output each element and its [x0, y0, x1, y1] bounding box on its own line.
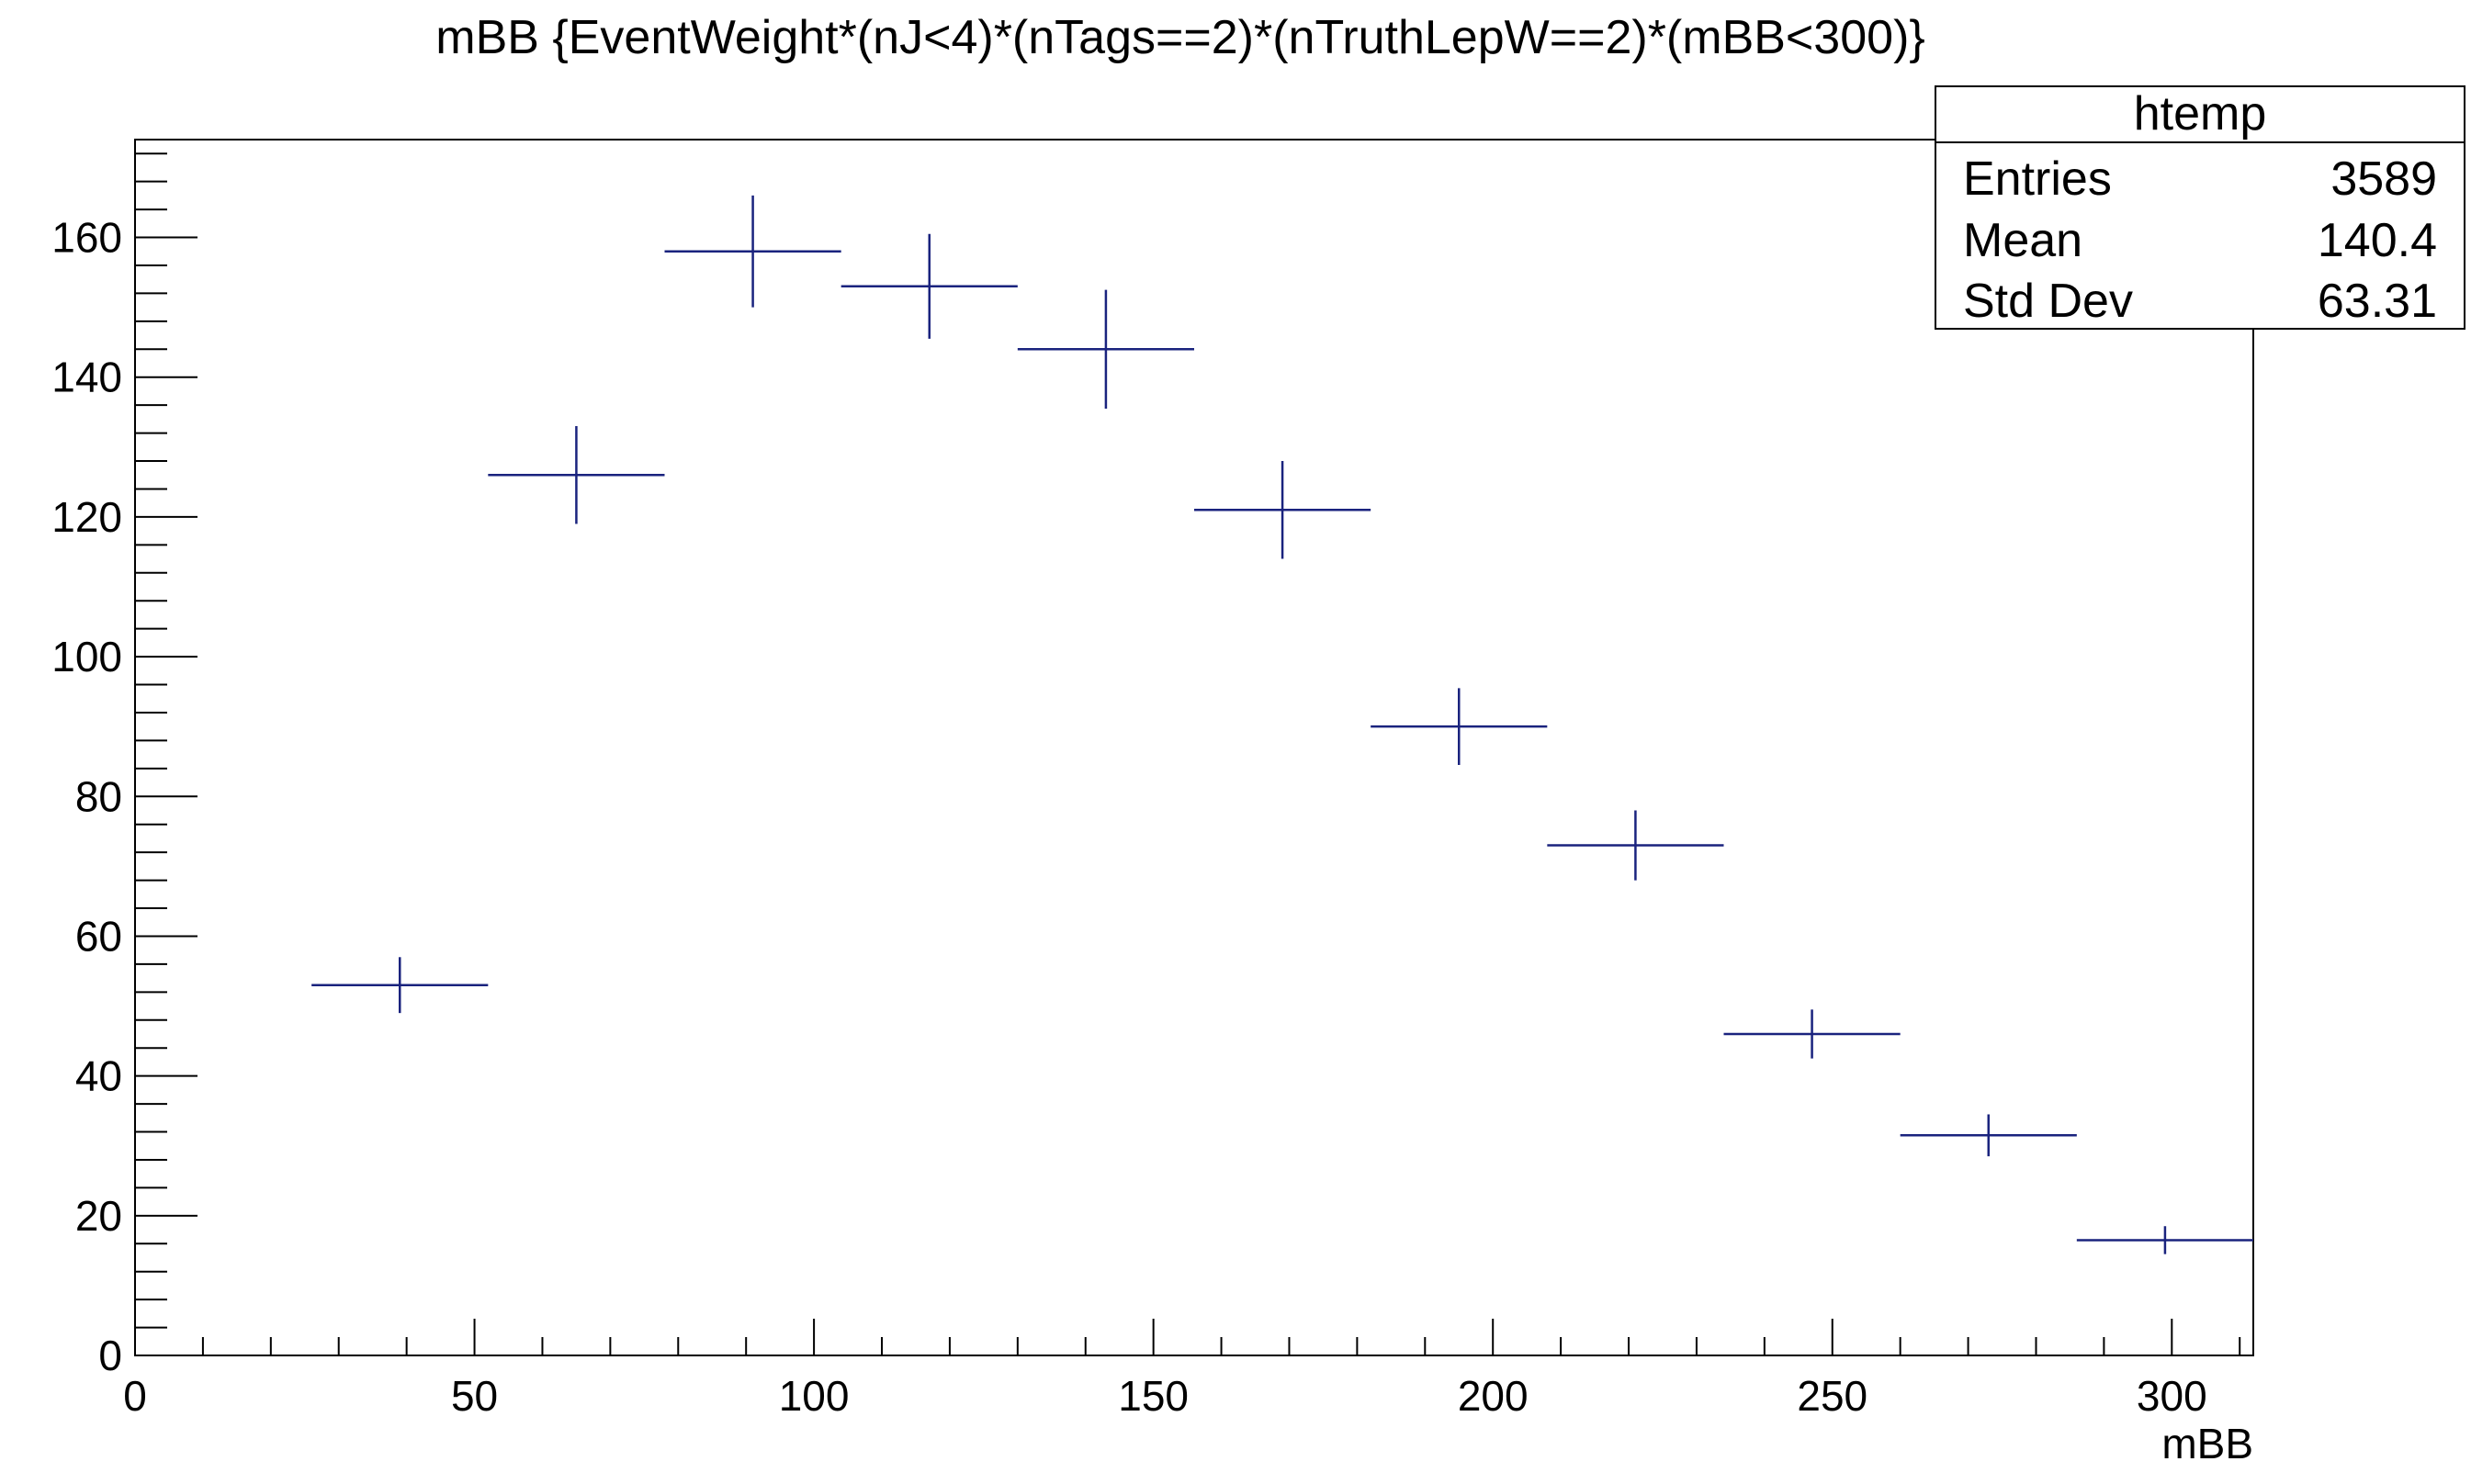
data-point — [1017, 289, 1194, 409]
x-axis-title: mBB — [2161, 1420, 2253, 1467]
y-tick-label: 80 — [75, 772, 122, 820]
chart-title: mBB {EventWeight*(nJ<4)*(nTags==2)*(nTru… — [435, 11, 1925, 64]
y-tick-label: 120 — [51, 493, 122, 541]
data-point — [1723, 1009, 1901, 1059]
stats-box: htemp Entries 3589 Mean 140.4 Std Dev 63… — [1935, 85, 2465, 330]
data-point — [2076, 1226, 2253, 1254]
x-tick-label: 50 — [451, 1372, 498, 1420]
x-tick-label: 250 — [1797, 1372, 1867, 1420]
stats-box-frame — [1935, 85, 2465, 330]
data-point — [1900, 1114, 2077, 1157]
y-tick-label: 60 — [75, 912, 122, 960]
data-point — [1371, 688, 1548, 766]
stats-box-title: htemp — [2134, 87, 2267, 141]
plot-frame — [134, 139, 2254, 1356]
stats-mean-label: Mean — [1963, 214, 2082, 267]
y-tick-label: 40 — [75, 1052, 122, 1100]
data-point — [1194, 461, 1371, 559]
stats-mean-value: 140.4 — [2318, 214, 2437, 267]
data-series — [311, 195, 2253, 1254]
stats-stddev-label: Std Dev — [1963, 275, 2133, 328]
stats-entries-value: 3589 — [2330, 152, 2437, 206]
y-tick-label: 20 — [75, 1192, 122, 1240]
x-tick-label: 150 — [1118, 1372, 1189, 1420]
x-tick-label: 0 — [123, 1372, 147, 1420]
stats-entries-label: Entries — [1963, 152, 2112, 206]
x-tick-label: 200 — [1458, 1372, 1529, 1420]
axis-ticks — [134, 152, 2241, 1356]
y-tick-label: 140 — [51, 354, 122, 401]
y-tick-label: 0 — [98, 1332, 122, 1379]
data-point — [488, 425, 665, 524]
data-point — [1547, 810, 1724, 881]
y-tick-label: 160 — [51, 214, 122, 262]
data-point — [841, 233, 1018, 339]
data-point — [311, 957, 489, 1014]
stats-stddev-value: 63.31 — [2318, 275, 2437, 328]
y-tick-label: 100 — [51, 633, 122, 680]
data-point — [664, 195, 841, 308]
x-tick-label: 100 — [779, 1372, 850, 1420]
x-tick-label: 300 — [2137, 1372, 2207, 1420]
axis-tick-labels: 0 20 40 60 80 100 120 140 160 0 50 100 150 200 250 300 — [51, 214, 2206, 1420]
